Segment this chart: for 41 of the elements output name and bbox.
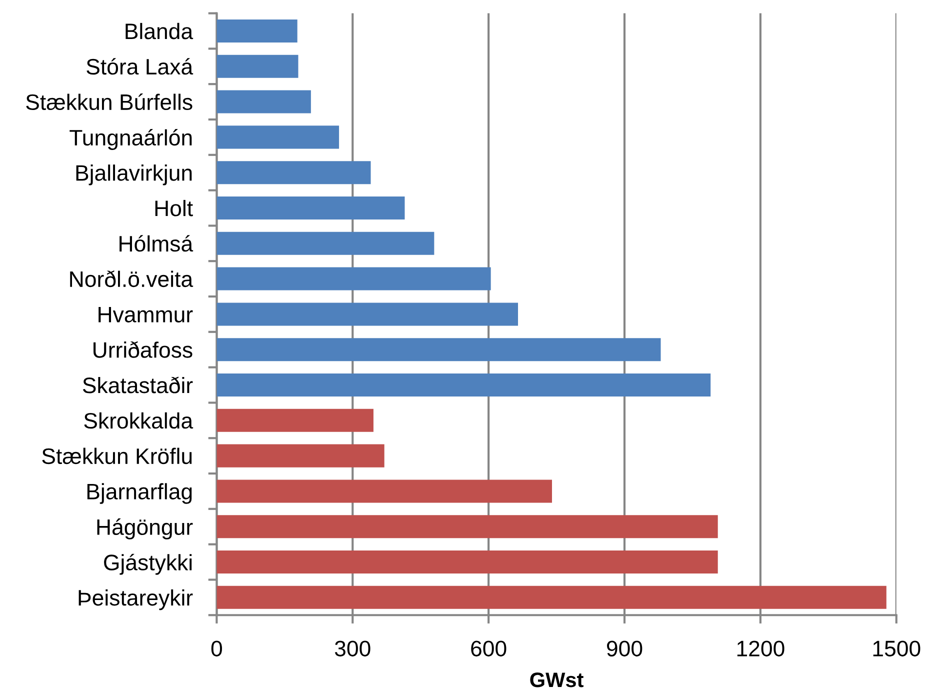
bar	[216, 515, 718, 538]
x-tick-label: 0	[211, 640, 222, 656]
x-tick-label: 900	[607, 640, 642, 656]
bar	[216, 19, 298, 42]
bar	[216, 161, 371, 184]
bar	[216, 480, 552, 503]
y-tick-label: Holt	[155, 200, 193, 216]
y-tick-label: Hvammur	[98, 306, 193, 322]
y-tick-label: Stækkun Búrfells	[26, 93, 192, 110]
y-tick-label: Skatastaðir	[82, 376, 193, 394]
bar	[216, 126, 340, 149]
bar	[216, 550, 718, 574]
bar	[216, 196, 405, 220]
y-tick-label: Norðl.ö.veita	[70, 270, 194, 288]
y-tick-label: Urriðafoss	[94, 341, 192, 358]
x-tick-label: 1200	[737, 640, 784, 656]
y-tick-label: Stóra Laxá	[86, 58, 194, 75]
x-tick-label: 300	[334, 640, 370, 656]
bar	[216, 302, 518, 326]
bar	[216, 54, 298, 78]
y-tick-label: Tungnaárlón	[70, 129, 192, 150]
bar	[216, 374, 711, 397]
y-tick-label: Þeistareykir	[78, 589, 193, 610]
bar	[216, 267, 491, 290]
x-tick-label: 1500	[873, 640, 920, 656]
bar	[216, 586, 886, 609]
bar	[216, 444, 384, 468]
bar	[216, 90, 311, 114]
bar	[216, 232, 434, 255]
x-axis-title: GWst	[530, 672, 584, 688]
y-tick-label: Bjallavirkjun	[76, 164, 192, 186]
bar	[216, 408, 374, 432]
y-tick-label: Blanda	[126, 22, 194, 40]
x-tick-label: 600	[471, 640, 506, 656]
y-tick-label: Hágöngur	[97, 518, 193, 540]
y-tick-label: Skrokkalda	[84, 412, 194, 429]
y-tick-label: Stækkun Kröflu	[42, 448, 192, 464]
y-tick-label: Gjástykki	[104, 554, 192, 575]
y-tick-label: Bjarnarflag	[87, 483, 192, 504]
bar	[216, 338, 661, 362]
y-tick-label: Hólmsá	[120, 235, 194, 252]
